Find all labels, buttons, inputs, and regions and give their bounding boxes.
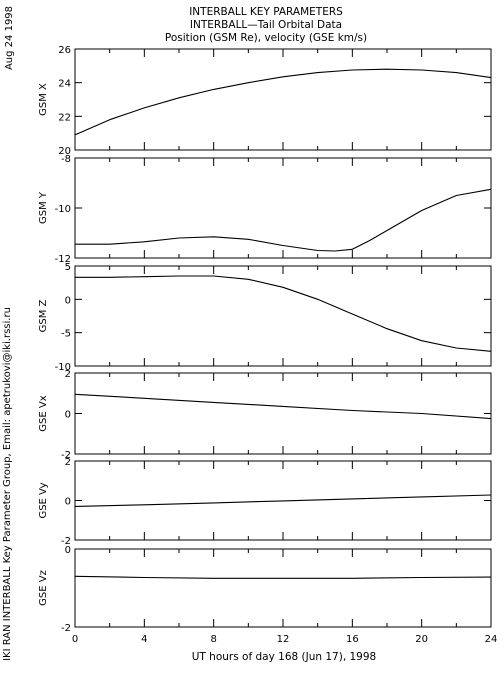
y-tick-label: 2	[65, 369, 71, 380]
panel-5: -2 0 2 GSE Vy	[38, 457, 492, 547]
report-date: Aug 24 1998	[4, 6, 15, 70]
y-tick-label: -2	[61, 450, 71, 461]
y-tick-label: -10	[55, 362, 71, 373]
panel-frame	[74, 265, 492, 367]
x-tick-label: 12	[277, 634, 290, 645]
y-tick-label: -5	[61, 329, 71, 340]
series-line	[74, 575, 492, 579]
panel-frame	[74, 48, 492, 151]
x-tick-label: 0	[72, 634, 78, 645]
panel-4: -2 0 2 GSE Vx	[38, 369, 492, 461]
series-line	[74, 68, 492, 136]
title-line-2: INTERBALL—Tail Orbital Data	[190, 19, 342, 31]
y-tick-label: 0	[65, 497, 71, 508]
panel-frame	[74, 548, 492, 628]
y-axis-label: GSM Y	[38, 191, 49, 224]
series-line	[75, 275, 492, 352]
panel-2: -12 -10 -8 GSM Y	[38, 154, 492, 265]
y-tick-label: -2	[61, 623, 71, 634]
panel-6: -2 0 GSE Vz	[38, 545, 492, 634]
panel-3: -10 -5 0 5 GSM Z	[38, 262, 492, 373]
y-tick-label: -8	[61, 154, 71, 165]
y-tick-label: 26	[58, 45, 71, 56]
y-tick-label: 0	[65, 410, 71, 421]
y-tick-label: 20	[58, 146, 71, 157]
y-tick-label: 0	[65, 295, 71, 306]
y-axis-label: GSE Vx	[38, 395, 49, 431]
y-tick-label: -2	[61, 536, 71, 547]
y-axis-label: GSM X	[38, 83, 49, 116]
x-tick-label: 16	[346, 634, 359, 645]
x-tick-label: 20	[415, 634, 428, 645]
panel-1: 20 22 24 26 GSM X	[38, 45, 492, 157]
y-axis-label: GSE Vz	[38, 570, 49, 606]
y-tick-label: -10	[55, 204, 71, 215]
y-tick-label: -12	[55, 254, 71, 265]
title-line-1: INTERBALL KEY PARAMETERS	[189, 6, 343, 18]
y-tick-label: 24	[58, 79, 71, 90]
series-line	[75, 188, 492, 252]
y-tick-label: 22	[58, 112, 71, 123]
x-tick-label: 4	[141, 634, 147, 645]
title-line-3: Position (GSM Re), velocity (GSE km/s)	[165, 32, 367, 44]
y-tick-label: 2	[65, 457, 71, 468]
y-axis-label: GSM Z	[38, 299, 49, 332]
y-tick-label: 0	[65, 545, 71, 556]
x-tick-label: 8	[210, 634, 216, 645]
series-line	[74, 494, 492, 507]
series-line	[74, 393, 492, 420]
x-tick-label: 24	[485, 634, 498, 645]
y-tick-label: 5	[65, 262, 71, 273]
y-axis-label: GSE Vy	[38, 482, 49, 518]
credit-line: IKI RAN INTERBALL Key Parameter Group, E…	[2, 307, 13, 661]
x-axis-label: UT hours of day 168 (Jun 17), 1998	[192, 651, 376, 663]
